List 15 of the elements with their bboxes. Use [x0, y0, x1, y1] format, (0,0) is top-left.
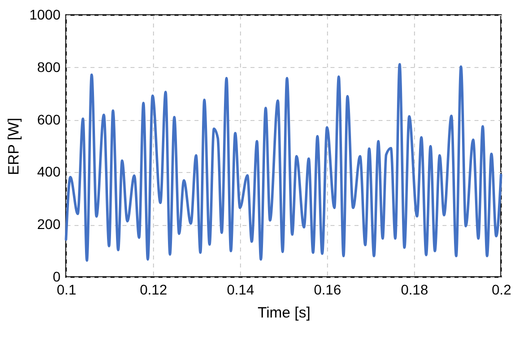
line-series: [64, 63, 502, 262]
x-tick-label: 0.18: [400, 282, 428, 298]
y-tick-label: 1000: [29, 6, 61, 22]
y-tick-label: 200: [37, 216, 61, 232]
x-tick-label: 0.1: [56, 282, 76, 298]
y-tick-label: 400: [37, 164, 61, 180]
x-tick-label: 0.2: [492, 282, 512, 298]
x-tick-label: 0.14: [226, 282, 254, 298]
x-axis-title: Time [s]: [258, 304, 310, 322]
y-tick-label: 0: [52, 268, 61, 284]
x-tick-label: 0.12: [140, 282, 168, 298]
y-axis-title: ERP [W]: [5, 118, 22, 176]
y-tick-label: 600: [37, 111, 61, 128]
y-tick-label: 800: [37, 58, 61, 75]
x-tick-label: 0.16: [314, 282, 342, 298]
